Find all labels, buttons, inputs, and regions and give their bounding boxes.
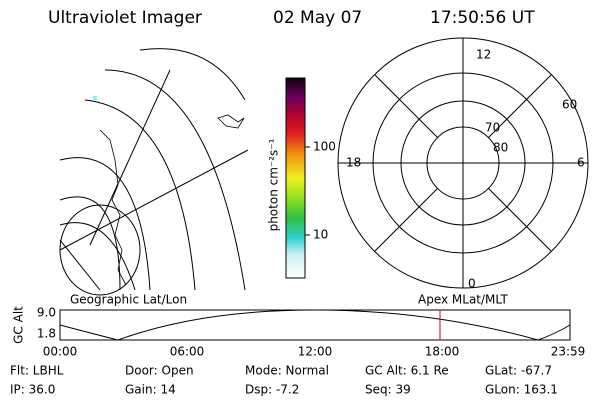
info-item: IP: 36.0: [10, 383, 55, 397]
date: 02 May 07: [273, 8, 362, 28]
x-tick-label: 12:00: [298, 345, 333, 359]
y-tick-label: 9.0: [37, 306, 56, 320]
lat-label: 60: [562, 98, 577, 112]
altitude-curve: [59, 309, 571, 341]
colorbar: [285, 77, 306, 279]
x-tick-label: 06:00: [170, 345, 205, 359]
info-item: GLat: -67.7: [485, 364, 552, 378]
geographic-map: [59, 48, 249, 296]
info-item: GLon: 163.1: [485, 383, 558, 397]
info-item: GC Alt: 6.1 Re: [365, 364, 449, 378]
panel-label: Apex MLat/MLT: [418, 293, 508, 307]
time: 17:50:56 UT: [430, 8, 535, 28]
info-item: Seq: 39: [365, 383, 411, 397]
y-axis-label: GC Alt: [12, 306, 26, 344]
info-item: Door: Open: [125, 364, 194, 378]
info-item: Flt: LBHL: [10, 364, 64, 378]
altitude-plot: [59, 309, 571, 341]
x-tick-label: 18:00: [425, 345, 460, 359]
colorbar-label: photon cm⁻²s⁻¹: [267, 138, 281, 231]
mlt-label: 12: [476, 48, 491, 62]
lat-label: 80: [493, 141, 508, 155]
mlt-label: 6: [577, 156, 585, 170]
colorbar-tick-label: 10: [313, 228, 328, 242]
info-item: Dsp: -7.2: [245, 383, 299, 397]
lat-label: 70: [485, 121, 500, 135]
polar-grid: [337, 37, 589, 289]
x-tick-label: 00:00: [43, 345, 78, 359]
mlt-label: 18: [346, 156, 361, 170]
info-panel: Flt: LBHL Door: Open Mode: Normal GC Alt: 6…: [10, 364, 558, 397]
y-tick-label: 1.8: [37, 327, 56, 341]
panel-label: Geographic Lat/Lon: [70, 293, 187, 307]
x-tick-label: 23:59: [551, 345, 586, 359]
title: Ultraviolet Imager: [48, 8, 202, 28]
info-item: Mode: Normal: [245, 364, 329, 378]
colorbar-tick-label: 100: [313, 140, 336, 154]
info-item: Gain: 14: [125, 383, 176, 397]
mlt-label: 0: [468, 277, 476, 291]
